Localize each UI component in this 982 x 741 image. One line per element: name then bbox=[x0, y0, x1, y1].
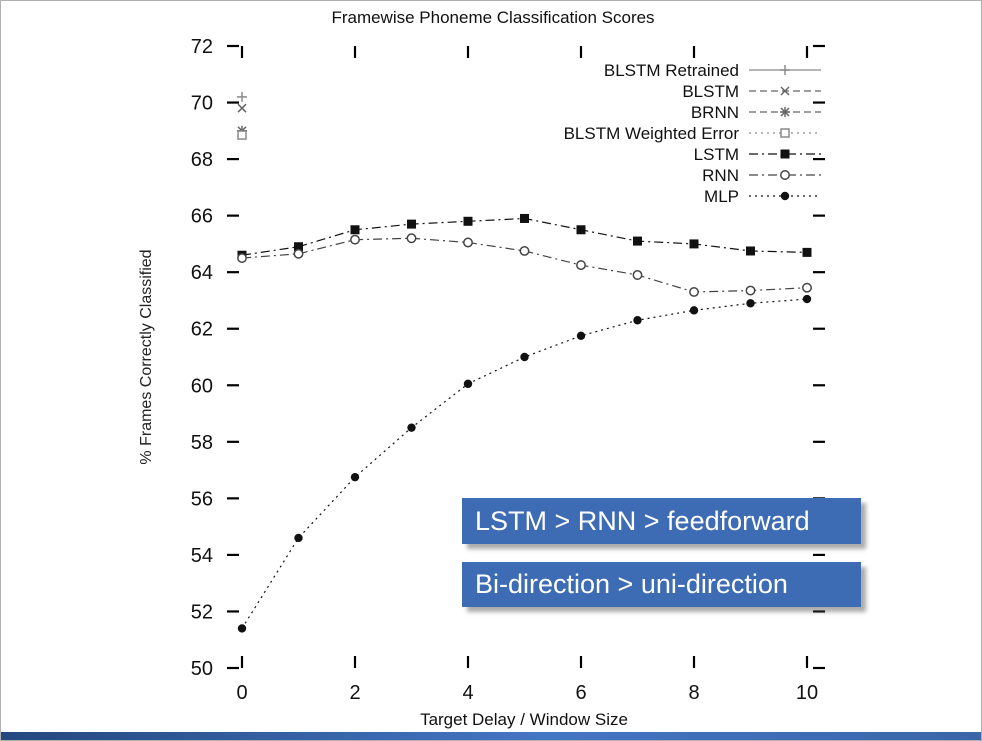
legend-label: LSTM bbox=[694, 145, 739, 164]
y-tick-label: 66 bbox=[191, 206, 213, 228]
x-tick-label: 8 bbox=[688, 682, 699, 704]
filled-circle-marker-icon bbox=[463, 379, 473, 389]
legend-label: BLSTM Retrained bbox=[604, 61, 739, 80]
y-tick-label: 60 bbox=[191, 375, 213, 397]
filled-circle-marker-icon bbox=[520, 352, 529, 362]
legend-entry: RNN bbox=[702, 166, 821, 185]
plot-series bbox=[237, 91, 812, 633]
filled-square-marker-icon bbox=[520, 213, 529, 223]
filled-circle-marker-icon bbox=[802, 294, 812, 304]
x-tick-label: 2 bbox=[349, 682, 360, 704]
annotation-lstm-rnn-feedforward: LSTM > RNN > feedforward bbox=[462, 498, 861, 544]
chart-title: Framewise Phoneme Classification Scores bbox=[331, 8, 654, 27]
x-marker-icon bbox=[780, 86, 790, 96]
open-circle-marker-icon bbox=[802, 282, 812, 293]
filled-circle-marker-icon bbox=[237, 624, 247, 633]
filled-square-marker-icon bbox=[407, 219, 416, 229]
x-tick-label: 4 bbox=[462, 682, 473, 704]
filled-circle-marker-icon bbox=[294, 533, 303, 543]
filled-circle-marker-icon bbox=[407, 423, 416, 432]
filled-square-marker-icon bbox=[780, 149, 790, 159]
filled-square-marker-icon bbox=[802, 247, 812, 257]
slide-footer-bar bbox=[1, 732, 981, 740]
filled-square-marker-icon bbox=[633, 236, 642, 246]
open-circle-marker-icon bbox=[576, 260, 586, 271]
x-marker-icon bbox=[237, 103, 247, 113]
axis-ticks bbox=[227, 44, 825, 670]
legend-label: RNN bbox=[702, 166, 739, 185]
series-rnn bbox=[237, 233, 812, 297]
legend-entry: BLSTM bbox=[682, 82, 821, 101]
y-tick-label: 64 bbox=[191, 262, 213, 284]
x-tick-label: 10 bbox=[796, 682, 818, 704]
x-axis-label: Target Delay / Window Size bbox=[420, 710, 628, 729]
open-square-marker-icon bbox=[237, 130, 247, 140]
open-circle-marker-icon bbox=[237, 253, 247, 263]
chart-legend: BLSTM Retrained BLSTM BRNN BLSTM Weighted E… bbox=[564, 61, 821, 206]
filled-circle-marker-icon bbox=[689, 306, 699, 315]
filled-square-marker-icon bbox=[689, 239, 699, 249]
open-circle-marker-icon bbox=[632, 270, 643, 280]
legend-entry: BRNN bbox=[691, 103, 821, 122]
y-tick-label: 72 bbox=[191, 36, 213, 58]
series-blstm-weighted-error bbox=[237, 130, 247, 140]
annotation-text: Bi-direction > uni-direction bbox=[475, 569, 788, 599]
y-tick-label: 54 bbox=[191, 545, 213, 567]
y-axis-label: % Frames Correctly Classified bbox=[138, 249, 155, 464]
legend-label: BRNN bbox=[691, 103, 739, 122]
open-circle-marker-icon bbox=[519, 246, 530, 256]
annotation-text: LSTM > RNN > feedforward bbox=[475, 505, 810, 536]
legend-label: BLSTM Weighted Error bbox=[564, 124, 740, 143]
x-tick-label: 0 bbox=[236, 682, 247, 704]
filled-circle-marker-icon bbox=[576, 331, 586, 340]
series-line bbox=[241, 298, 808, 629]
y-tick-label: 62 bbox=[191, 319, 213, 341]
legend-label: BLSTM bbox=[682, 82, 739, 101]
filled-square-marker-icon bbox=[463, 216, 473, 226]
y-tick-label: 52 bbox=[191, 601, 213, 623]
legend-label: MLP bbox=[704, 187, 739, 206]
annotation-bidirection-unidirection: Bi-direction > uni-direction bbox=[462, 562, 861, 607]
filled-circle-marker-icon bbox=[350, 472, 360, 482]
legend-entry: MLP bbox=[704, 187, 821, 206]
open-circle-marker-icon bbox=[745, 285, 756, 296]
open-circle-marker-icon bbox=[406, 233, 417, 244]
filled-square-marker-icon bbox=[746, 246, 755, 256]
legend-entry: LSTM bbox=[694, 145, 821, 164]
open-circle-marker-icon bbox=[350, 234, 360, 245]
filled-square-marker-icon bbox=[576, 225, 586, 235]
x-tick-label: 6 bbox=[575, 682, 586, 704]
filled-circle-marker-icon bbox=[746, 299, 755, 308]
filled-square-marker-icon bbox=[294, 242, 303, 252]
open-circle-marker-icon bbox=[293, 248, 304, 259]
open-circle-marker-icon bbox=[689, 287, 699, 297]
asterisk-marker-icon bbox=[780, 107, 790, 117]
open-circle-marker-icon bbox=[463, 237, 473, 248]
series-mlp bbox=[237, 294, 812, 633]
filled-square-marker-icon bbox=[350, 225, 360, 235]
y-tick-label: 70 bbox=[191, 93, 213, 115]
filled-circle-marker-icon bbox=[780, 191, 790, 201]
y-tick-label: 50 bbox=[191, 658, 213, 680]
series-blstm bbox=[237, 103, 247, 113]
y-tick-label: 56 bbox=[191, 488, 213, 510]
open-circle-marker-icon bbox=[780, 170, 790, 180]
series-blstm-retrained bbox=[237, 91, 247, 102]
filled-circle-marker-icon bbox=[633, 316, 642, 325]
y-tick-label: 68 bbox=[191, 149, 213, 171]
legend-entry: BLSTM Weighted Error bbox=[564, 124, 821, 143]
open-square-marker-icon bbox=[780, 128, 790, 138]
legend-entry: BLSTM Retrained bbox=[604, 61, 821, 80]
y-tick-label: 58 bbox=[191, 432, 213, 454]
